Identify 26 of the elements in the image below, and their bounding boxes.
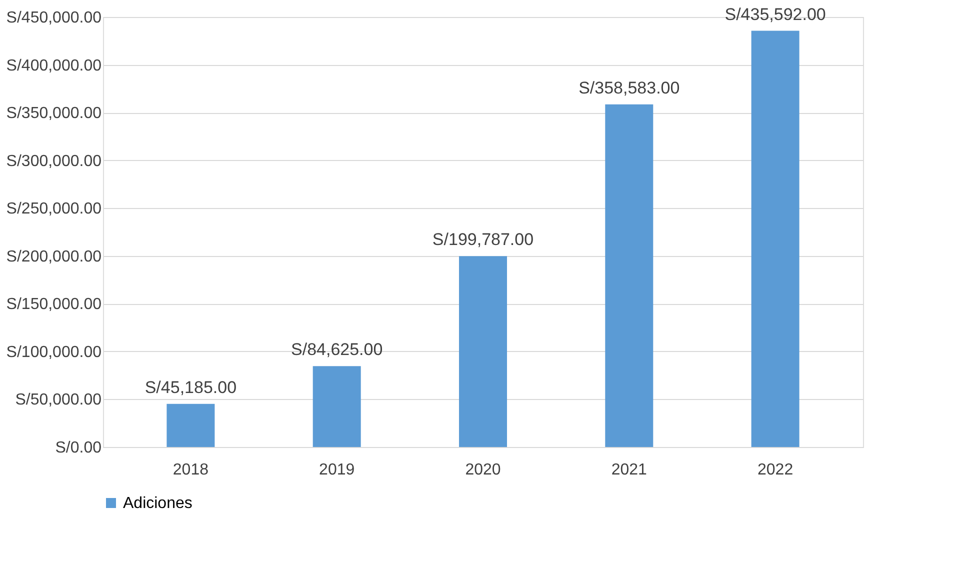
text: S/45,185.00: [144, 378, 237, 397]
x-tick-label: 2019: [319, 462, 355, 478]
y-tick-label: S/400,000.00: [6, 57, 102, 74]
legend-label: Adiciones: [123, 495, 192, 512]
y-tick-label: S/450,000.00: [6, 10, 102, 26]
x-tick-label: 2022: [758, 462, 794, 478]
y-tick-label: S/350,000.00: [6, 105, 102, 122]
text: S/358,583.00: [578, 78, 680, 98]
y-tick-label: S/100,000.00: [6, 344, 102, 361]
bar: [605, 104, 654, 447]
x-tick-label: 2018: [172, 462, 209, 478]
y-tick-label: S/250,000.00: [6, 200, 102, 218]
y-tick-label: S/200,000.00: [6, 248, 102, 266]
bar: [751, 30, 800, 447]
bar: [312, 366, 361, 447]
y-tick-label: S/0.00: [55, 440, 102, 456]
x-tick-label: 2020: [465, 462, 501, 478]
bar: [459, 256, 507, 447]
y-tick-label: S/300,000.00: [6, 152, 102, 170]
text: S/84,625.00: [290, 340, 383, 360]
bar: [166, 404, 215, 447]
text: S/199,787.00: [432, 230, 534, 250]
y-tick-label: S/50,000.00: [15, 392, 102, 409]
x-tick-label: 2021: [611, 462, 648, 478]
y-tick-label: S/150,000.00: [6, 296, 102, 314]
text: S/435,592.00: [724, 4, 826, 24]
